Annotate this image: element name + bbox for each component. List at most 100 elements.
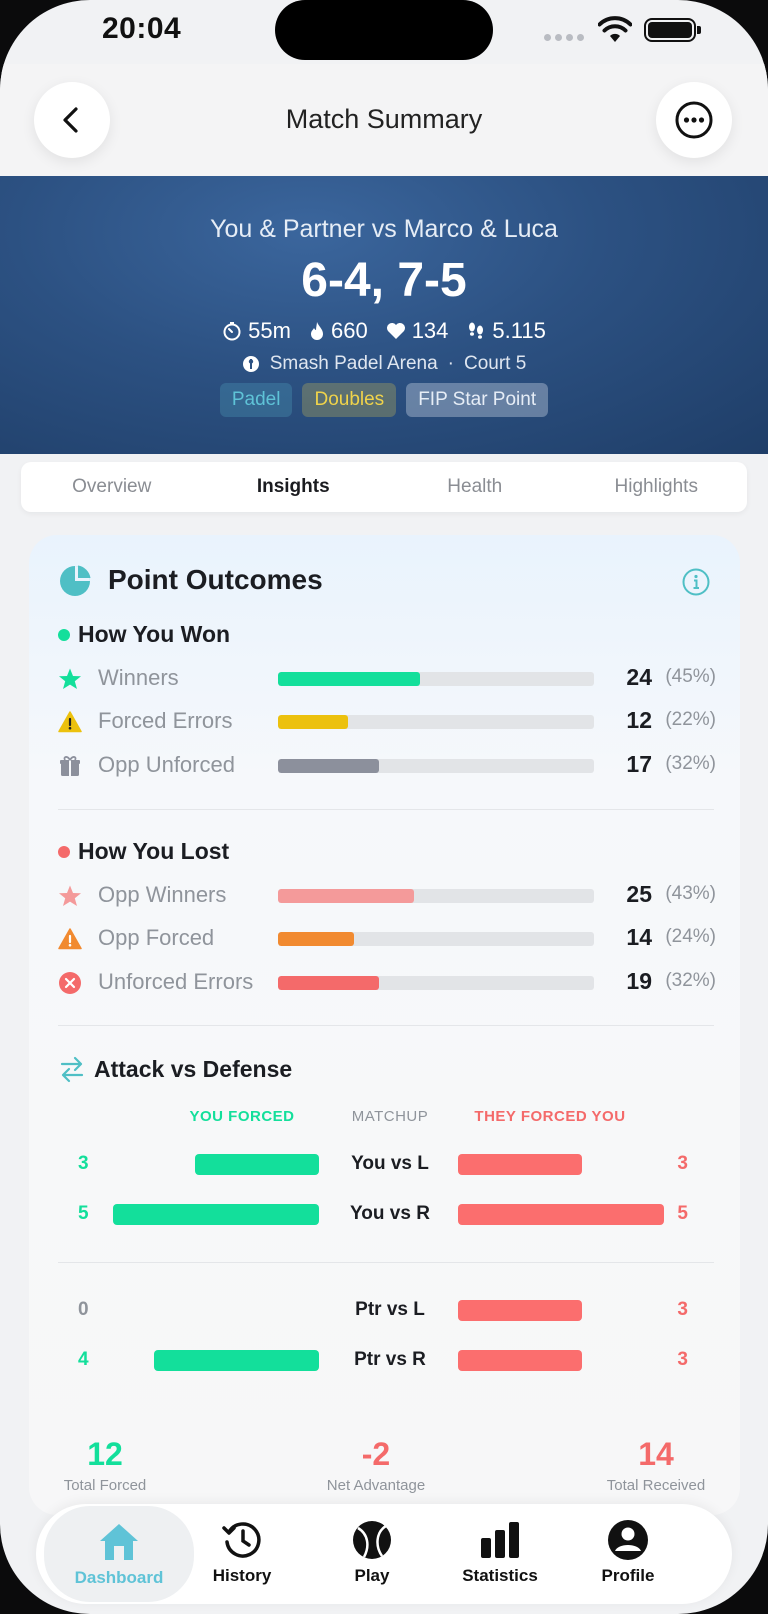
cellular-signal-icon bbox=[544, 34, 584, 41]
star-icon bbox=[59, 668, 81, 689]
outcome-label: Forced Errors bbox=[98, 708, 233, 733]
net-advantage-label: Net Advantage bbox=[326, 1477, 426, 1494]
you-forced-bar bbox=[154, 1350, 319, 1371]
matchup-label: You vs R bbox=[350, 1203, 430, 1224]
section-divider bbox=[58, 1025, 714, 1026]
outcome-label: Opp Winners bbox=[98, 882, 227, 907]
they-forced-value: 3 bbox=[677, 1299, 688, 1320]
match-score: 6-4, 7-5 bbox=[301, 254, 467, 307]
outcome-label: Winners bbox=[98, 665, 179, 690]
warning-icon bbox=[58, 711, 82, 733]
tab-profile[interactable]: Profile bbox=[568, 1504, 688, 1604]
tab-history[interactable]: History bbox=[182, 1504, 302, 1604]
outcome-count: 19 bbox=[626, 968, 652, 994]
outcome-row-opp-forced: Opp Forced 14 (24%) bbox=[56, 924, 716, 954]
ball-icon bbox=[353, 1521, 391, 1559]
they-forced-bar bbox=[458, 1154, 582, 1175]
heart-rate-value: 134 bbox=[411, 318, 449, 343]
calories-stat: 660 bbox=[309, 318, 368, 344]
match-header bbox=[0, 176, 768, 454]
status-bar: 20:04 bbox=[0, 0, 768, 64]
you-forced-value: 5 bbox=[78, 1203, 89, 1224]
tab-highlights[interactable]: Highlights bbox=[614, 476, 698, 497]
they-forced-value: 3 bbox=[677, 1153, 688, 1174]
info-icon[interactable] bbox=[681, 567, 711, 597]
outcome-bar-fill bbox=[278, 715, 348, 729]
you-forced-bar bbox=[113, 1204, 319, 1225]
venue-line: Smash Padel Arena · Court 5 bbox=[0, 353, 768, 375]
tab-insights[interactable]: Insights bbox=[256, 476, 330, 497]
lost-dot bbox=[58, 845, 70, 858]
steps-value: 5.115 bbox=[492, 318, 546, 343]
outcome-count: 12 bbox=[626, 707, 652, 733]
heart-rate-stat: 134 bbox=[386, 318, 449, 344]
total-forced-label: Total Forced bbox=[63, 1477, 147, 1494]
outcome-row-opp-winners: Opp Winners 25 (43%) bbox=[56, 881, 716, 911]
they-forced-value: 5 bbox=[677, 1203, 688, 1224]
outcome-count: 17 bbox=[626, 751, 652, 777]
you-forced-bar bbox=[195, 1154, 319, 1175]
flame-icon bbox=[310, 322, 323, 340]
home-icon bbox=[100, 1524, 138, 1560]
tag-fip-star-point: FIP Star Point bbox=[406, 383, 549, 417]
matchup-label: You vs L bbox=[351, 1153, 429, 1174]
tab-health[interactable]: Health bbox=[447, 476, 503, 497]
warning-icon bbox=[58, 928, 82, 950]
page-title: Match Summary bbox=[285, 104, 483, 134]
you-forced-value: 3 bbox=[78, 1153, 89, 1174]
outcome-bar-fill bbox=[278, 672, 421, 686]
outcome-percent: (32%) bbox=[665, 970, 716, 991]
matchup-label: Ptr vs L bbox=[355, 1299, 425, 1320]
total-forced-value: 12 bbox=[87, 1436, 123, 1472]
gift-icon bbox=[60, 756, 80, 776]
battery-icon bbox=[644, 18, 701, 42]
nav-bar bbox=[0, 64, 768, 176]
timer-icon bbox=[223, 322, 241, 341]
swap-arrows-icon bbox=[60, 1056, 84, 1083]
col-they-forced: THEY FORCED YOU bbox=[474, 1108, 626, 1125]
bar-chart-icon bbox=[481, 1522, 519, 1558]
tab-overview[interactable]: Overview bbox=[72, 476, 152, 497]
outcome-percent: (43%) bbox=[665, 883, 716, 904]
duration-value: 55m bbox=[248, 318, 291, 343]
you-forced-value: 0 bbox=[78, 1299, 89, 1320]
outcome-bar-track bbox=[278, 759, 594, 773]
attack-defense-heading: Attack vs Defense bbox=[58, 1055, 292, 1083]
section-divider bbox=[58, 1262, 714, 1263]
history-icon bbox=[222, 1522, 261, 1558]
calories-value: 660 bbox=[330, 318, 368, 343]
outcome-row-forced-errors: Forced Errors 12 (22%) bbox=[56, 707, 716, 737]
back-button[interactable] bbox=[34, 82, 110, 158]
tab-play[interactable]: Play bbox=[312, 1504, 432, 1604]
court-name: Court 5 bbox=[463, 353, 527, 374]
matchup-row: 3 You vs L 3 bbox=[56, 1153, 716, 1177]
they-forced-value: 3 bbox=[677, 1349, 688, 1370]
net-advantage: -2 Net Advantage bbox=[305, 1436, 447, 1494]
total-received-value: 14 bbox=[638, 1436, 674, 1472]
outcome-bar-fill bbox=[278, 932, 354, 946]
tab-dashboard[interactable]: Dashboard bbox=[44, 1506, 194, 1602]
outcome-label: Opp Unforced bbox=[98, 752, 235, 777]
tab-statistics[interactable]: Statistics bbox=[440, 1504, 560, 1604]
x-circle-icon bbox=[59, 972, 81, 994]
ellipsis-icon bbox=[675, 101, 713, 139]
duration-stat: 55m bbox=[222, 318, 291, 344]
venue-separator: · bbox=[447, 353, 454, 374]
outcome-row-unforced-errors: Unforced Errors 19 (32%) bbox=[56, 968, 716, 998]
they-forced-bar bbox=[458, 1350, 582, 1371]
steps-stat: 5.115 bbox=[466, 318, 546, 344]
bottom-tab-bar: Dashboard History Play Statistics Profil… bbox=[36, 1504, 732, 1604]
outcome-bar-track bbox=[278, 889, 594, 903]
col-you-forced: YOU FORCED bbox=[189, 1108, 295, 1125]
they-forced-bar bbox=[458, 1204, 664, 1225]
location-icon bbox=[242, 356, 259, 372]
dynamic-island bbox=[275, 0, 493, 60]
more-options-button[interactable] bbox=[656, 82, 732, 158]
match-tags: Padel Doubles FIP Star Point bbox=[0, 383, 768, 417]
section-divider bbox=[58, 809, 714, 810]
heart-icon bbox=[386, 323, 405, 339]
outcome-bar-track bbox=[278, 672, 594, 686]
tab-history-label: History bbox=[212, 1566, 272, 1585]
tag-padel: Padel bbox=[219, 383, 293, 417]
